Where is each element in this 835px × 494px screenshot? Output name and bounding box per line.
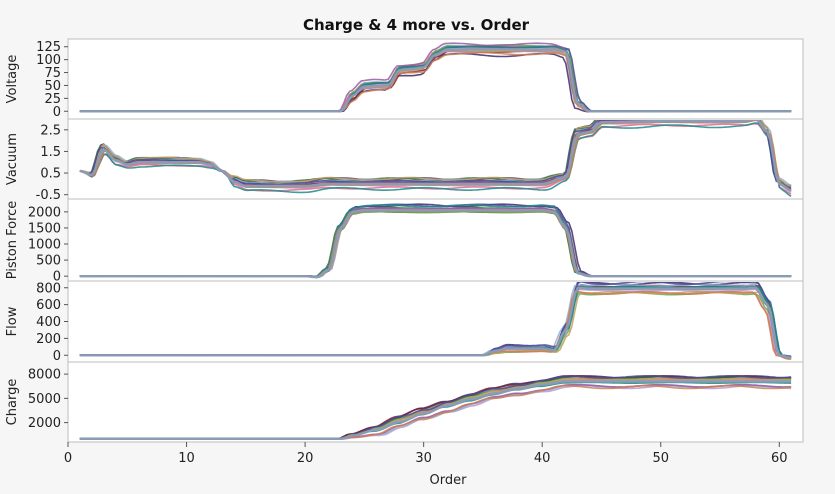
panels: 0255075100125Voltage-0.50.51.52.5Vacuum0…: [5, 38, 804, 443]
main-line-flow: [79, 286, 792, 359]
x-tick-label: 50: [652, 451, 669, 466]
panel-flow: 0 200 400 600 800 Flow: [5, 280, 804, 364]
x-tick-label: 60: [771, 451, 788, 466]
y-tick-label: 400: [36, 315, 61, 330]
x-tick-label: 40: [534, 451, 551, 466]
y-tick-label: 200: [36, 332, 61, 347]
y-tick-label: 50: [44, 79, 61, 94]
y-tick-label: 800: [36, 281, 61, 296]
main-line-charge: [79, 380, 792, 440]
y-axis-label-voltage: Voltage: [5, 55, 20, 104]
y-tick-label: 8000: [28, 368, 61, 383]
main-line-piston_force: [79, 209, 792, 279]
y-axis-label-vacuum: Vacuum: [5, 133, 20, 185]
y-tick-label: 0.5: [40, 167, 61, 182]
series-line-vacuum-8: [79, 120, 792, 188]
series-group-vacuum: [79, 120, 792, 197]
x-tick-label: 10: [178, 451, 195, 466]
chart-title: Charge & 4 more vs. Order: [303, 16, 530, 34]
x-tick-label: 20: [297, 451, 314, 466]
y-tick-label: 1500: [28, 221, 61, 236]
y-tick-label: 0: [53, 270, 61, 285]
y-tick-label: 0: [53, 349, 61, 364]
y-tick-label: 0: [53, 105, 61, 120]
y-tick-label: 600: [36, 298, 61, 313]
y-tick-label: 1.5: [40, 145, 61, 160]
y-axis-label-piston_force: Piston Force: [5, 201, 20, 280]
series-group-piston_force: [79, 203, 792, 279]
y-tick-label: 2000: [28, 205, 61, 220]
panel-frame-charge: [67, 361, 804, 443]
panel-vacuum: -0.5 0.5 1.5 2.5 Vacuum: [5, 118, 804, 203]
series-group-voltage: [79, 42, 792, 113]
y-tick-label: 500: [36, 254, 61, 269]
series-group-charge: [79, 374, 792, 440]
x-axis-label: Order: [430, 473, 468, 488]
y-tick-label: 75: [44, 66, 61, 81]
y-tick-label: 25: [44, 92, 61, 107]
y-tick-label: 2000: [28, 416, 61, 431]
main-line-voltage: [79, 48, 792, 113]
y-tick-label: -0.5: [36, 188, 61, 203]
main-line-vacuum: [79, 120, 792, 192]
x-tick-label: 0: [64, 451, 72, 466]
y-axis-label-charge: Charge: [5, 379, 20, 426]
y-tick-label: 100: [36, 53, 61, 68]
y-tick-label: 125: [36, 40, 61, 55]
x-tick-label: 30: [415, 451, 432, 466]
panel-charge: 2000 5000 8000 Charge: [5, 361, 804, 443]
y-tick-label: 1000: [28, 238, 61, 253]
y-tick-label: 2.5: [40, 123, 61, 138]
y-tick-label: 5000: [28, 392, 61, 407]
y-axis-label-flow: Flow: [5, 306, 20, 336]
series-group-flow: [79, 282, 792, 360]
series-line-vacuum-10: [79, 122, 792, 197]
x-axis: 0 10 20 30 40 50 60: [64, 442, 788, 466]
